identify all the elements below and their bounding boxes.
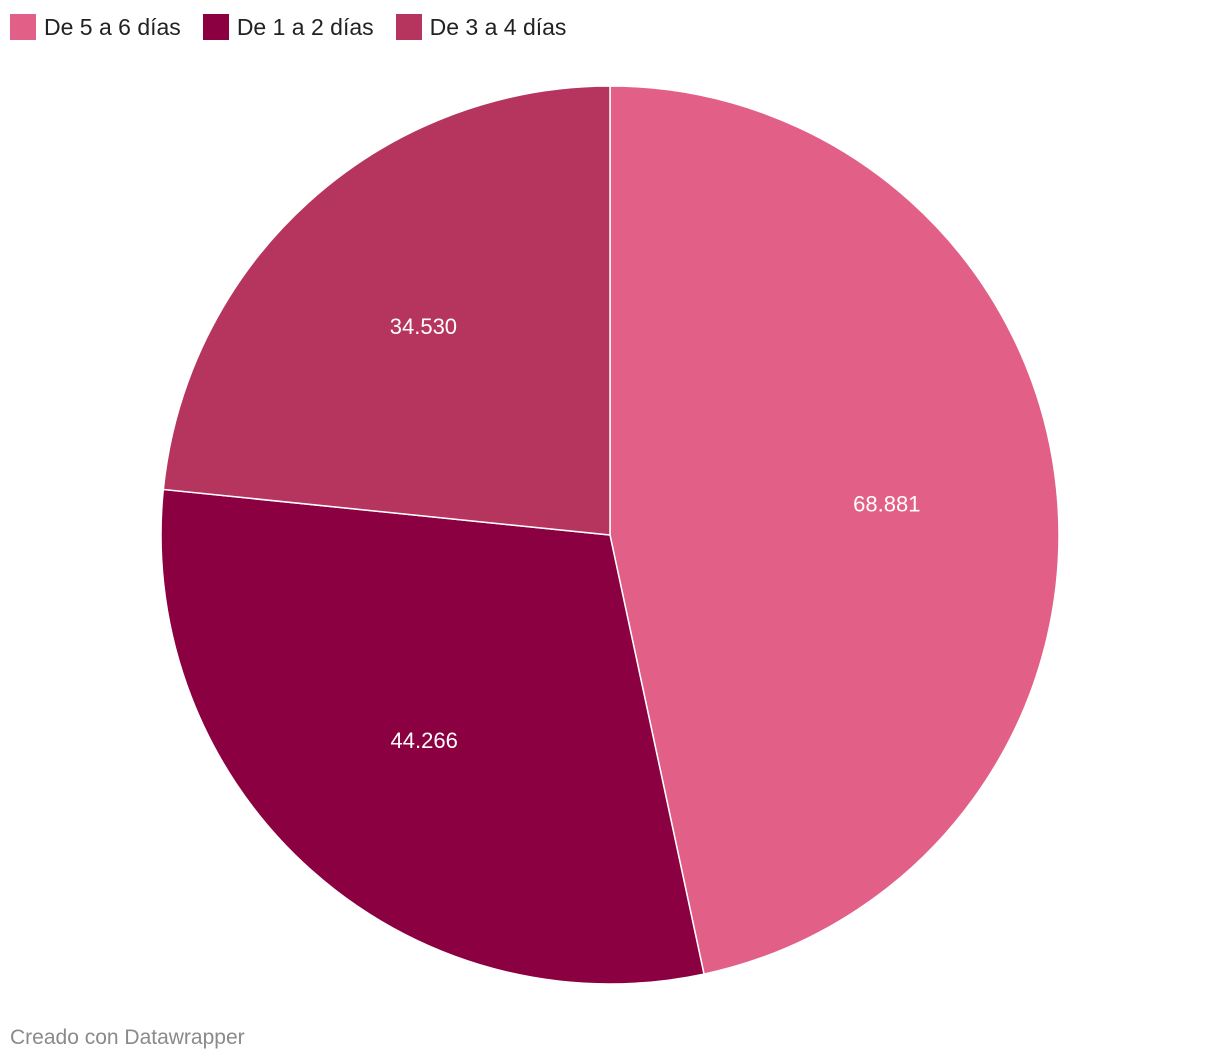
legend-label: De 1 a 2 días [236, 14, 374, 40]
pie-slice-0 [609, 85, 1060, 975]
legend-item-5-6-dias: De 5 a 6 días [10, 12, 181, 42]
credit-text: Creado con Datawrapper [10, 1026, 245, 1049]
legend-item-1-2-dias: De 1 a 2 días [202, 12, 374, 42]
chart-legend: De 5 a 6 días De 1 a 2 días De 3 a 4 día… [10, 12, 566, 42]
slice-value-label-2: 34.530 [390, 314, 457, 339]
slice-value-label-1: 44.266 [391, 728, 458, 753]
pie-slice-1 [160, 488, 705, 985]
pie-slice-2 [162, 85, 611, 536]
slice-value-label-0: 68.881 [853, 492, 920, 517]
legend-swatch [10, 14, 36, 40]
legend-label: De 3 a 4 días [429, 14, 567, 40]
legend-item-3-4-dias: De 3 a 4 días [395, 12, 567, 42]
legend-label: De 5 a 6 días [44, 14, 181, 40]
legend-swatch [202, 14, 229, 40]
legend-swatch [395, 14, 422, 40]
